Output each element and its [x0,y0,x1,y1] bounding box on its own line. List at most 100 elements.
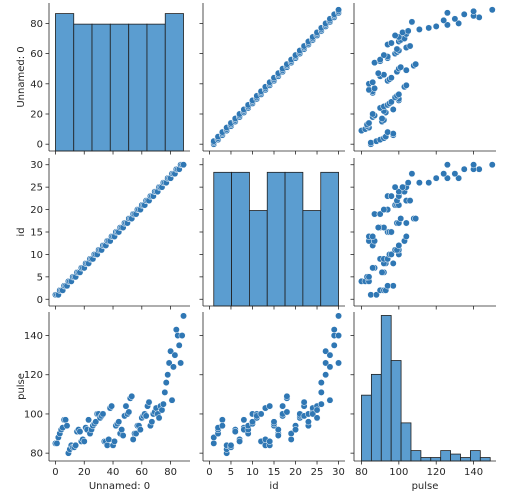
scatter-point [309,410,317,418]
scatter-point [227,441,235,449]
x-tick-label: 5 [228,467,234,478]
x-tick-label: 30 [332,467,345,478]
scatter-point [404,27,412,35]
scatter-point [99,410,107,418]
scatter-point [369,233,377,240]
scatter-point [378,115,386,122]
scatter-point [168,396,176,404]
y-tick-label: 20 [30,205,43,216]
scatter-point [443,9,451,17]
y-axis-label-pulse: pulse [16,373,27,400]
x-tick-label: 60 [135,467,148,478]
scatter-point [393,45,401,53]
hist-bar-unnamed-0-2 [91,23,111,152]
scatter-point [249,418,256,426]
scatter-point [270,418,278,426]
scatter-point [240,416,248,424]
y-tick-label: 60 [30,49,43,60]
hist-bar-pulse-5 [410,450,422,462]
scatter-point [76,428,84,436]
y-axis-label-id: id [16,227,27,236]
scatter-point [266,402,274,410]
panel-id-vs-pulse [350,158,496,310]
scatter-point [443,161,451,169]
scatter-point [218,416,226,424]
scatter-point [387,228,395,236]
scatter-point [257,410,265,418]
scatter-point [374,69,382,77]
scatter-point [274,432,282,439]
scatter-point [287,430,295,437]
y-tick-label: 30 [30,160,43,171]
x-tick-label: 80 [355,467,368,478]
y-tick-label: 0 [37,295,43,306]
scatter-point [412,215,420,223]
hist-bar-pulse-3 [390,360,402,462]
scatter-point [148,418,156,426]
scatter-point [395,90,403,98]
scatter-point [369,264,377,272]
scatter-point [402,66,410,74]
scatter-point [326,363,334,371]
scatter-point [105,435,113,443]
scatter-point [369,78,377,86]
scatter-point [387,192,395,200]
scatter-point [178,332,186,339]
scatter-point [399,183,407,191]
hist-bar-unnamed-0-1 [73,23,93,152]
scatter-point [406,42,414,50]
scatter-point [165,359,173,367]
scatter-point [376,56,384,64]
scatter-point [322,371,330,379]
scatter-point [172,326,180,334]
scatter-point [119,432,127,439]
x-tick-label: 120 [427,467,446,478]
scatter-point [451,170,459,178]
panel-unnamed-0-vs-unnamed-0 [45,3,190,155]
scatter-point [408,170,416,178]
panel-pulse-vs-unnamed-0 [45,312,190,465]
y-tick-label: 20 [30,110,43,121]
scatter-point [415,179,423,187]
x-tick-label: 100 [389,467,408,478]
scatter-point [162,379,170,387]
x-tick-label: 0 [52,467,58,478]
scatter-point [326,396,334,404]
scatter-point [171,351,179,359]
scatter-point [108,402,116,410]
scatter-point [365,273,373,281]
scatter-point [365,119,373,127]
panel-unnamed-0-vs-pulse [350,3,496,155]
y-tick-label: 140 [24,331,43,342]
scatter-point [218,422,226,430]
scatter-point [404,179,412,187]
scatter-point [313,414,321,422]
scatter-point [330,326,338,334]
scatter-point [317,388,325,396]
scatter-point [274,426,282,434]
scatter-point [159,400,167,408]
hist-bar-unnamed-0-6 [164,13,184,152]
scatter-point [397,215,405,223]
scatter-point [451,15,459,23]
scatter-point [391,32,399,39]
scatter-point [387,74,395,82]
x-axis-label-unnamed-0: Unnamed: 0 [89,481,150,492]
scatter-point [460,10,468,18]
y-tick-label: 80 [30,19,43,30]
scatter-point [122,402,130,410]
scatter-point [136,426,144,434]
scatter-point [72,441,80,449]
scatter-point [283,392,291,400]
scatter-point [488,6,496,14]
x-tick-label: 40 [107,467,120,478]
panel-id-vs-id [199,158,345,310]
scatter-point [164,371,172,379]
scatter-point [210,434,218,441]
hist-bar-id-0 [213,171,232,307]
scatter-point [378,268,386,276]
hist-bar-id-6 [320,171,339,307]
scatter-point [470,7,478,15]
scatter-point [443,21,451,29]
panel-id-vs-unnamed-0 [45,158,190,310]
